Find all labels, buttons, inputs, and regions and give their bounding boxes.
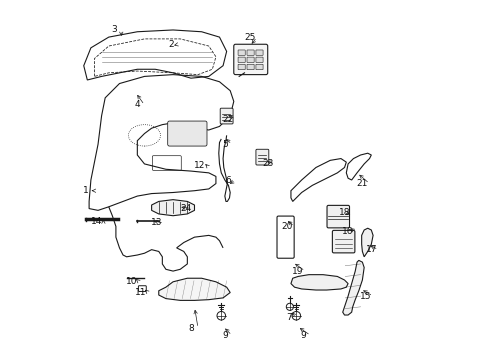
PathPatch shape xyxy=(361,228,372,257)
Text: 6: 6 xyxy=(225,176,231,185)
Text: 5: 5 xyxy=(222,140,227,149)
FancyBboxPatch shape xyxy=(255,149,268,165)
FancyBboxPatch shape xyxy=(246,57,254,63)
FancyBboxPatch shape xyxy=(255,57,263,63)
Text: 9: 9 xyxy=(222,331,227,340)
FancyBboxPatch shape xyxy=(167,121,206,146)
FancyBboxPatch shape xyxy=(233,44,267,75)
Text: 13: 13 xyxy=(151,219,163,228)
FancyBboxPatch shape xyxy=(255,64,263,69)
Text: 19: 19 xyxy=(292,267,303,276)
Text: 9: 9 xyxy=(300,331,305,340)
Text: 11: 11 xyxy=(135,288,146,297)
FancyBboxPatch shape xyxy=(238,50,244,55)
PathPatch shape xyxy=(151,200,194,216)
FancyBboxPatch shape xyxy=(332,230,354,253)
FancyBboxPatch shape xyxy=(246,64,254,69)
FancyBboxPatch shape xyxy=(326,205,349,228)
Text: 25: 25 xyxy=(244,33,255,42)
Text: 3: 3 xyxy=(111,26,117,35)
Text: 12: 12 xyxy=(194,161,205,170)
Text: 23: 23 xyxy=(262,159,273,168)
Text: 4: 4 xyxy=(134,100,140,109)
FancyBboxPatch shape xyxy=(238,57,244,63)
Text: 24: 24 xyxy=(180,204,191,213)
Text: 1: 1 xyxy=(82,186,88,195)
FancyBboxPatch shape xyxy=(238,64,244,69)
Text: 8: 8 xyxy=(188,324,193,333)
FancyBboxPatch shape xyxy=(246,50,254,55)
PathPatch shape xyxy=(290,275,347,290)
Text: 10: 10 xyxy=(126,277,138,286)
FancyBboxPatch shape xyxy=(255,50,263,55)
PathPatch shape xyxy=(159,278,230,300)
Text: 14: 14 xyxy=(90,217,102,226)
Text: 18: 18 xyxy=(338,208,349,217)
PathPatch shape xyxy=(342,260,364,315)
Text: 15: 15 xyxy=(360,292,371,301)
Text: 20: 20 xyxy=(281,222,292,231)
Text: 7: 7 xyxy=(285,313,291,322)
Text: 16: 16 xyxy=(342,227,353,236)
Text: 21: 21 xyxy=(356,179,367,188)
Text: 2: 2 xyxy=(168,40,174,49)
FancyBboxPatch shape xyxy=(220,108,233,124)
Text: 22: 22 xyxy=(223,115,234,124)
Text: 17: 17 xyxy=(365,245,376,254)
